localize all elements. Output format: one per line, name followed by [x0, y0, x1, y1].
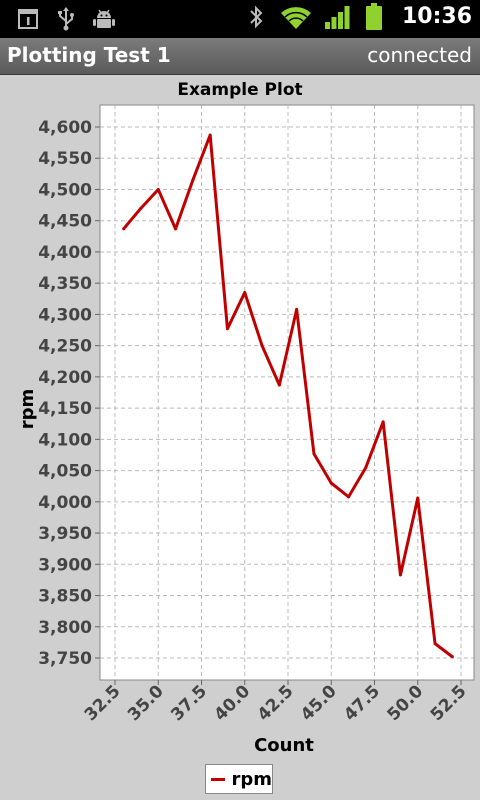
chart-title: Example Plot	[177, 80, 302, 100]
y-axis-label: rpm	[17, 389, 38, 430]
title-bar: Plotting Test 1 connected	[0, 38, 480, 75]
y-tick-label: 4,300	[38, 305, 92, 325]
bluetooth-icon	[244, 5, 268, 29]
data-point	[416, 496, 420, 500]
y-axis-ticks: 3,750 3,800 3,850 3,900 3,950 4,000 4,050 4,100…	[38, 118, 100, 669]
data-point	[191, 178, 195, 182]
y-tick-label: 3,750	[38, 649, 92, 669]
y-tick-label: 4,150	[38, 399, 92, 419]
calendar-notification-icon	[16, 7, 40, 31]
y-tick-label: 4,250	[38, 337, 92, 357]
chart-grid	[100, 105, 474, 680]
connection-status: connected	[367, 43, 472, 67]
legend-label: rpm	[231, 768, 272, 790]
y-tick-label: 4,500	[38, 180, 92, 200]
y-tick-label: 4,450	[38, 212, 92, 232]
data-point	[260, 344, 264, 348]
data-point	[398, 573, 402, 577]
x-tick-label: 47.5	[340, 681, 384, 725]
y-tick-label: 4,050	[38, 462, 92, 482]
data-point	[364, 465, 368, 469]
data-point	[347, 495, 351, 499]
y-tick-label: 3,900	[38, 555, 92, 575]
android-debug-icon	[92, 7, 116, 31]
data-point	[139, 206, 143, 210]
chart-series	[122, 133, 454, 659]
x-tick-label: 52.5	[427, 681, 471, 725]
y-tick-label: 3,800	[38, 618, 92, 638]
y-tick-label: 4,000	[38, 493, 92, 513]
app-title: Plotting Test 1	[7, 43, 171, 67]
y-tick-label: 4,600	[38, 118, 92, 138]
y-tick-label: 4,350	[38, 274, 92, 294]
series-line-rpm	[122, 133, 454, 658]
y-tick-label: 4,400	[38, 243, 92, 263]
plot-view[interactable]: Example Plot 3,750 3,800 3,850 3,900 3,950 4,…	[0, 75, 480, 800]
x-axis-ticks: 32.5 35.0 37.5 40.0 42.5 45.0 47.5 50.0 52.5	[81, 680, 471, 725]
data-point	[381, 420, 385, 424]
data-point	[225, 327, 229, 331]
data-point	[433, 642, 437, 646]
y-tick-label: 4,100	[38, 430, 92, 450]
data-point	[174, 227, 178, 231]
status-bar: 10:36	[0, 0, 480, 38]
x-tick-label: 32.5	[81, 681, 125, 725]
legend-swatch	[211, 777, 226, 781]
data-point	[295, 307, 299, 311]
line-chart: Example Plot 3,750 3,800 3,850 3,900 3,950 4,…	[17, 80, 475, 756]
status-clock: 10:36	[401, 4, 472, 29]
data-point	[329, 481, 333, 485]
data-point	[208, 133, 212, 137]
data-point	[243, 291, 247, 295]
data-point	[122, 227, 126, 231]
y-tick-label: 3,950	[38, 524, 92, 544]
x-tick-label: 40.0	[210, 681, 254, 725]
x-tick-label: 42.5	[254, 681, 298, 725]
y-tick-label: 4,200	[38, 368, 92, 388]
x-axis-label: Count	[254, 735, 314, 756]
y-tick-label: 4,550	[38, 149, 92, 169]
x-tick-label: 35.0	[124, 681, 168, 725]
data-point	[277, 383, 281, 387]
data-point	[450, 655, 454, 659]
cell-signal-icon	[324, 5, 352, 29]
usb-icon	[54, 7, 78, 31]
x-tick-label: 37.5	[167, 681, 211, 725]
data-point	[156, 187, 160, 191]
x-tick-label: 50.0	[383, 681, 427, 725]
wifi-icon	[280, 5, 312, 29]
battery-icon	[364, 2, 384, 30]
y-tick-label: 3,850	[38, 587, 92, 607]
x-tick-label: 45.0	[297, 681, 341, 725]
data-point	[312, 452, 316, 456]
chart-legend: rpm	[205, 764, 273, 794]
